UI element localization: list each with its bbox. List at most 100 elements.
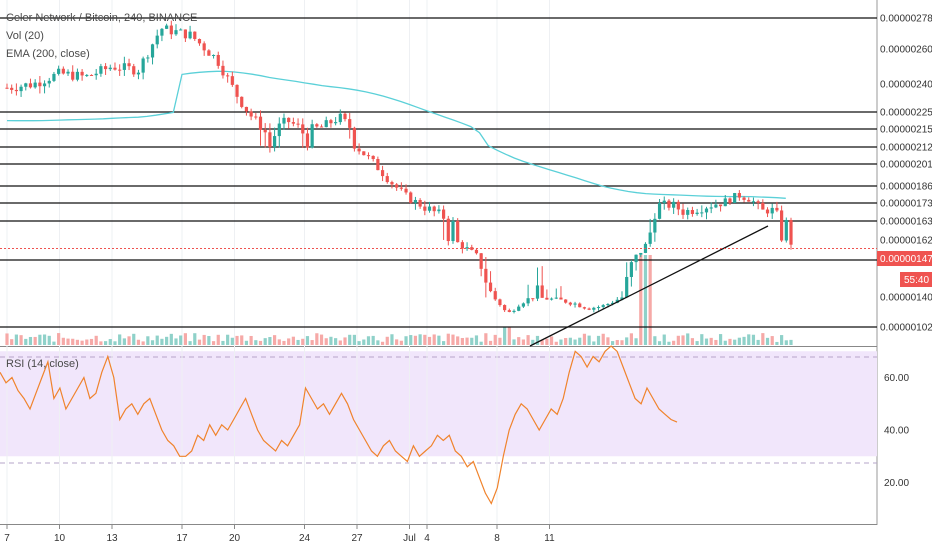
volume-bar [362,339,366,345]
volume-bar [75,339,80,345]
volume-bar [423,334,427,345]
candle-body [582,307,587,309]
candle-body [657,202,662,219]
volume-bar [324,338,328,345]
candle-body [193,31,197,39]
candle-body [596,307,601,309]
horizontal-levels [0,17,877,328]
candle-body [113,67,117,70]
volume-bar [761,333,765,345]
candle-body [141,58,145,73]
volume-bar [71,338,75,345]
candle-body [432,206,436,212]
candle-body [52,73,56,81]
volume-bar [765,337,770,345]
volume-bar [399,340,403,345]
volume-bar [488,340,493,345]
candle-body [226,75,230,77]
volume-bar [723,340,727,345]
volume-bar [432,334,436,345]
candle-body [503,305,507,311]
volume-bar [456,336,460,345]
candle-body [230,76,234,85]
candle-body [498,299,502,306]
candle-body [221,65,225,76]
candle-body [85,74,89,76]
price-tick-label: 0.00000102 [880,323,932,334]
volume-bar [620,340,624,345]
candle-body [28,83,33,88]
candle-body [667,200,671,208]
candle-body [747,199,751,202]
volume-bar [479,341,483,345]
candle-body [639,252,643,255]
volume-bar [625,337,629,345]
volume-bar [282,340,286,345]
candle-body [179,29,183,31]
legend-ema[interactable]: EMA (200, close) [6,48,90,60]
candle-body [47,80,51,84]
candle-body [366,155,371,157]
candle-body [545,297,549,300]
volume-bar [549,336,554,345]
trendline[interactable] [529,225,769,347]
volume-bar [85,339,89,345]
volume-bar [103,341,108,345]
volume-bar [437,335,441,345]
legend-rsi[interactable]: RSI (14, close) [6,358,79,370]
volume-bar [653,336,657,345]
candle-body [301,124,305,134]
volume-bar [310,340,314,345]
price-tick-label: 0.00000212 [880,143,932,154]
candle-body [554,297,558,299]
price-tick-label: 0.00000186 [880,182,932,193]
volume-bar [690,338,695,345]
candle-body [620,297,624,300]
volume-bar [695,341,699,345]
legend-symbol-title[interactable]: Celer Network / Bitcoin, 240, BINANCE [6,12,198,24]
volume-bar [611,341,615,345]
candle-body [249,111,253,117]
candle-body [756,201,760,203]
candle-body [742,197,746,200]
candle-body [512,310,516,312]
volume-bar [582,333,587,345]
candle-body [268,132,272,148]
volume-bar [155,335,159,345]
legend-volume[interactable]: Vol (20) [6,30,44,42]
volume-bar [258,340,263,345]
volume-bar [334,338,338,345]
candle-body [700,212,704,214]
time-tick-label: 7 [4,533,10,544]
candle-body [521,303,526,307]
candle-body [690,210,695,215]
volume-bar [146,336,150,345]
candle-body [371,155,375,160]
volume-bar [118,334,122,345]
volume-bar [493,334,497,345]
candle-body [287,117,291,123]
volume-bar [28,336,33,345]
volume-bar [413,335,418,345]
candle-body [291,122,295,124]
volume-bar [230,337,234,345]
volume-bar [188,341,192,345]
candle-body [254,116,258,118]
candle-body [61,68,65,74]
candle-body [10,87,14,90]
candle-body [362,151,366,156]
candle-body [258,116,263,130]
time-tick-label: 11 [544,533,555,544]
volume-bar [216,334,220,345]
candle-body [761,202,765,210]
candle-body [409,192,413,203]
volume-bar [122,338,126,345]
candle-body [634,254,638,263]
volume-bar [704,338,709,345]
volume-bar [291,336,295,345]
time-tick-label: 8 [494,533,500,544]
candle-body [80,71,84,76]
volume-bar [601,333,605,345]
candle-body [709,207,713,209]
volume-bar [47,335,51,345]
